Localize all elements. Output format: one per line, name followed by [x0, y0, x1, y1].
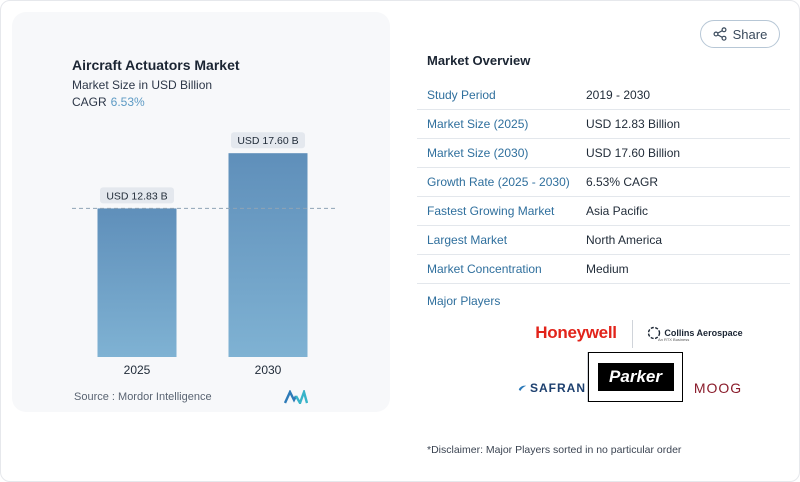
cagr-label: CAGR: [72, 95, 107, 109]
overview-row: Growth Rate (2025 - 2030) 6.53% CAGR: [417, 168, 790, 197]
bar-2025: [97, 208, 177, 357]
chart-subtitle: Market Size in USD Billion: [72, 78, 213, 92]
overview-row-value: 2019 - 2030: [586, 88, 651, 102]
overview-row: Market Size (2030) USD 17.60 Billion: [417, 139, 790, 168]
overview-row-value: 6.53% CAGR: [586, 175, 659, 189]
x-tick-label: 2030: [255, 363, 282, 377]
bar-chart: USD 12.83 B 2025 USD 17.60 B 2030: [72, 132, 338, 377]
safran-name: SAFRAN: [530, 381, 586, 395]
x-tick-label: 2025: [124, 363, 151, 377]
bar-2030: [228, 153, 308, 357]
cagr-line: CAGR 6.53%: [72, 95, 145, 109]
data-label-pill: [100, 187, 174, 204]
data-label: USD 17.60 B: [237, 135, 298, 147]
logo-divider: [587, 352, 588, 402]
overview-row-label: Study Period: [427, 88, 496, 102]
collins-subtitle: An RTX Business: [658, 337, 690, 342]
chart-title: Aircraft Actuators Market: [72, 57, 240, 73]
overview-row-label: Market Size (2030): [427, 146, 529, 160]
collins-name: Collins Aerospace: [664, 328, 743, 338]
parker-name: Parker: [597, 363, 674, 391]
logo-divider: [632, 320, 633, 348]
overview-row-value: USD 17.60 Billion: [586, 146, 681, 160]
safran-mark-icon: [518, 385, 527, 391]
chart-card: [12, 12, 390, 412]
cagr-value: 6.53%: [110, 95, 145, 109]
moog-logo: MOOG: [693, 380, 743, 396]
overview-row-value: USD 12.83 Billion: [586, 117, 681, 131]
source-label: Source :: [74, 391, 115, 403]
major-players-title: Major Players: [427, 294, 501, 308]
overview-row-label: Fastest Growing Market: [427, 204, 555, 218]
overview-row-value: Medium: [586, 262, 629, 276]
overview-table: Study Period 2019 - 2030 Market Size (2025…: [417, 81, 790, 284]
overview-row: Market Size (2025) USD 12.83 Billion: [417, 110, 790, 139]
share-button[interactable]: Share: [700, 20, 780, 48]
mordor-logo-icon: [284, 390, 308, 404]
share-label: Share: [732, 26, 768, 42]
honeywell-logo: Honeywell: [535, 323, 617, 342]
parker-logo: Parker: [588, 352, 683, 402]
overview-row: Largest Market North America: [417, 226, 790, 255]
data-label: USD 12.83 B: [106, 190, 167, 202]
overview-row-label: Market Concentration: [427, 262, 542, 276]
collins-aerospace-logo: Collins Aerospace An RTX Business: [640, 320, 750, 346]
overview-row: Market Concentration Medium: [417, 255, 790, 284]
source: Source : Mordor Intelligence: [74, 391, 212, 403]
overview-row-label: Largest Market: [427, 233, 508, 247]
share-icon: [713, 27, 727, 41]
overview-title: Market Overview: [427, 53, 531, 68]
overview-row: Fastest Growing Market Asia Pacific: [417, 197, 790, 226]
overview-row-label: Growth Rate (2025 - 2030): [427, 175, 570, 189]
overview-row-value: Asia Pacific: [586, 204, 649, 218]
overview-row-value: North America: [586, 233, 663, 247]
collins-mark-icon: [648, 326, 661, 340]
safran-logo: SAFRAN: [518, 378, 586, 398]
overview-row: Study Period 2019 - 2030: [417, 81, 790, 110]
data-label-pill: [231, 132, 305, 149]
overview-row-label: Market Size (2025): [427, 117, 529, 131]
disclaimer: *Disclaimer: Major Players sorted in no …: [427, 444, 682, 456]
source-text: Mordor Intelligence: [118, 391, 212, 403]
